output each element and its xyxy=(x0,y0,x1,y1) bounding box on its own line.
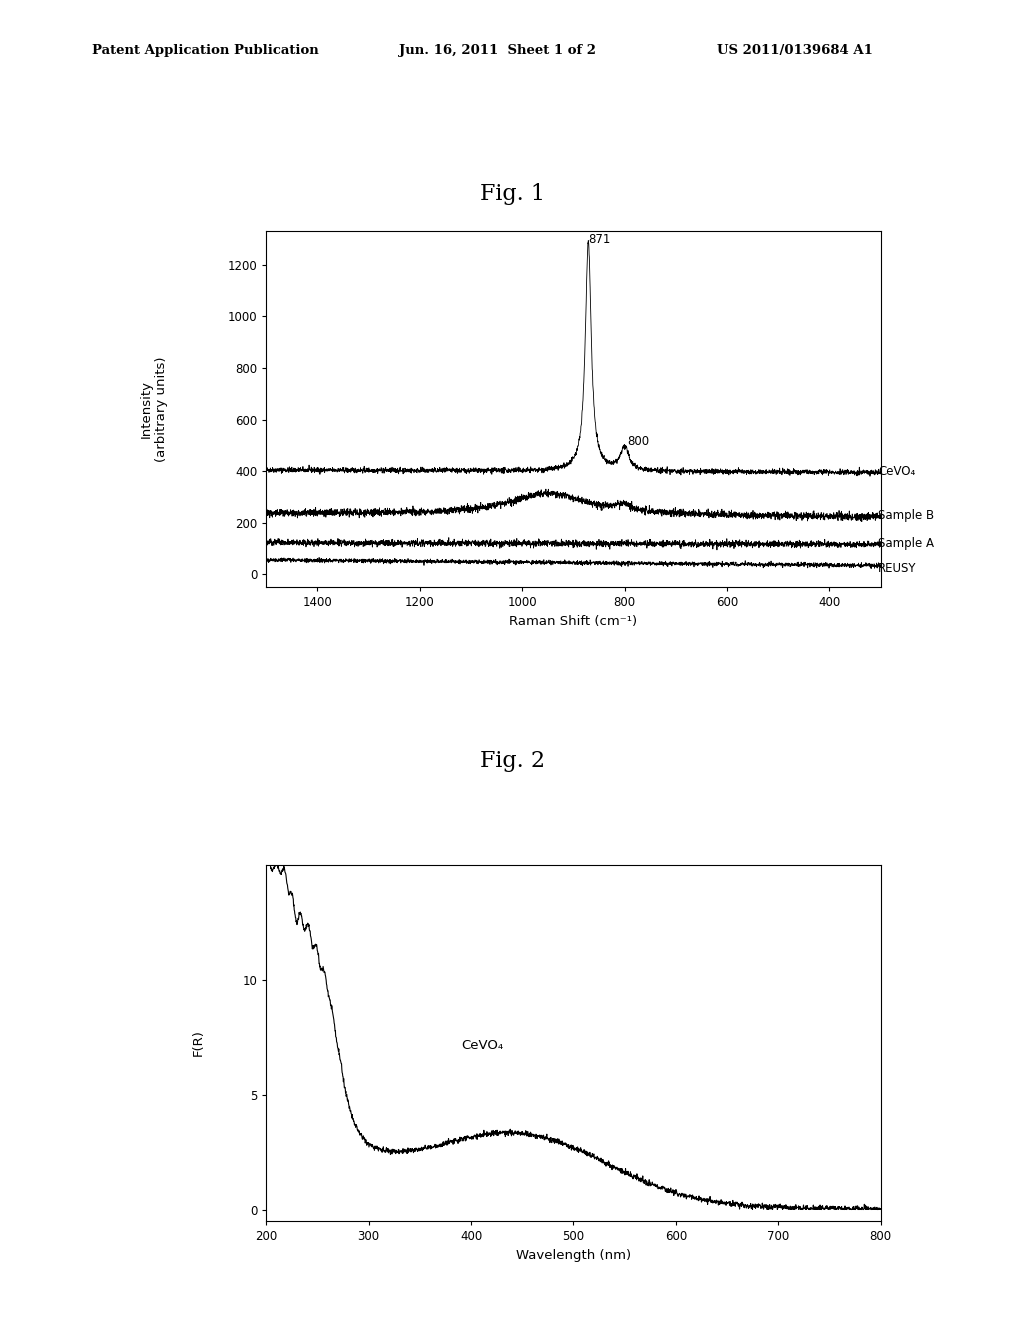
Text: 871: 871 xyxy=(588,234,610,247)
Y-axis label: Intensity
(arbitrary units): Intensity (arbitrary units) xyxy=(140,356,168,462)
Text: Sample B: Sample B xyxy=(879,508,934,521)
X-axis label: Raman Shift (cm⁻¹): Raman Shift (cm⁻¹) xyxy=(509,615,638,628)
Text: 800: 800 xyxy=(627,434,649,447)
Text: Jun. 16, 2011  Sheet 1 of 2: Jun. 16, 2011 Sheet 1 of 2 xyxy=(399,44,596,57)
Text: CeVO₄: CeVO₄ xyxy=(879,465,915,478)
Y-axis label: F(R): F(R) xyxy=(191,1030,205,1056)
Text: Fig. 1: Fig. 1 xyxy=(479,182,545,205)
Text: US 2011/0139684 A1: US 2011/0139684 A1 xyxy=(717,44,872,57)
Text: Patent Application Publication: Patent Application Publication xyxy=(92,44,318,57)
Text: REUSY: REUSY xyxy=(879,561,916,574)
Text: Sample A: Sample A xyxy=(879,537,934,550)
Text: Fig. 2: Fig. 2 xyxy=(479,750,545,772)
X-axis label: Wavelength (nm): Wavelength (nm) xyxy=(516,1249,631,1262)
Text: CeVO₄: CeVO₄ xyxy=(461,1039,503,1052)
